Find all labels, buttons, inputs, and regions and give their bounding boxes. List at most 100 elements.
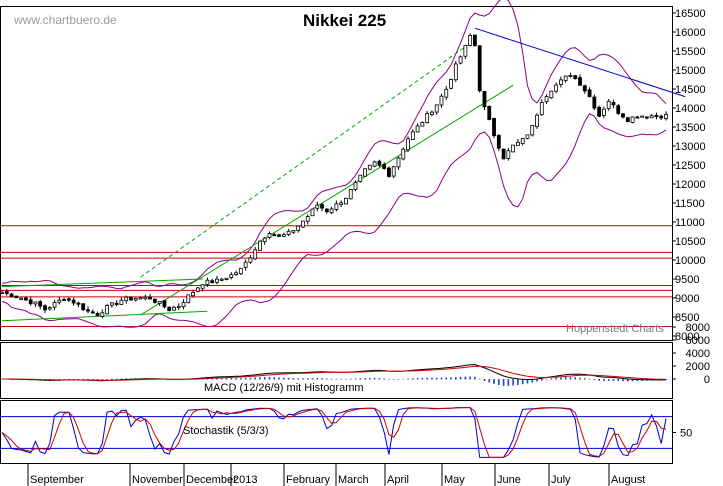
candle-body [344, 197, 348, 205]
candle-body [644, 116, 649, 119]
candle-body [616, 105, 621, 114]
candle-body [95, 312, 100, 316]
candle-body [611, 101, 616, 106]
candle-body [66, 298, 71, 301]
y-tick-label: 15500 [675, 46, 706, 58]
candle-body [119, 299, 124, 305]
candle-body [482, 90, 487, 108]
candle-body [363, 168, 367, 177]
candle-body [420, 121, 425, 127]
y-tick-label: 15000 [675, 65, 706, 77]
candle-body [630, 116, 635, 123]
candle-body [272, 234, 277, 237]
candle-body [664, 114, 668, 120]
candle-body [200, 284, 205, 289]
macd-tick-label: 6000 [686, 335, 710, 347]
candle-body [205, 279, 210, 285]
y-tick-label: 9000 [675, 293, 699, 305]
candle-body [516, 142, 520, 146]
candle-body [100, 312, 105, 317]
candle-body [535, 114, 539, 127]
candle-body [406, 138, 410, 151]
candle-body [148, 296, 152, 300]
y-tick-label: 8000 [675, 331, 699, 343]
candle-body [468, 35, 473, 46]
candle-body [387, 167, 391, 178]
candle-body [487, 105, 492, 120]
chart-texts: www.chartbuero.de Nikkei 225 Hoppenstedt… [13, 11, 664, 437]
y-tick-label: 13500 [675, 122, 706, 134]
candle-body [33, 301, 38, 305]
candle-body [90, 311, 95, 314]
macd-tick-label: 8000 [686, 322, 710, 334]
candle-body [377, 160, 382, 166]
candle-body [625, 117, 630, 123]
candle-body [243, 261, 248, 268]
candle-body [129, 296, 133, 301]
x-tick-label: June [497, 474, 521, 486]
candle-body [554, 84, 559, 92]
candle-body [329, 208, 334, 214]
x-tick-label: 2013 [233, 474, 257, 486]
candle-body [444, 88, 449, 98]
macd-signal-line [2, 365, 667, 381]
x-tick-label: March [338, 474, 369, 486]
candle-body [143, 296, 148, 300]
candle-body [425, 113, 430, 123]
candle-body [492, 118, 496, 137]
candle-body [267, 233, 272, 238]
y-tick-label: 9500 [675, 274, 699, 286]
trendline-base-channel-top [1, 278, 203, 288]
candle-body [0, 291, 4, 294]
stochastic-tick-label: 50 [680, 428, 692, 440]
candle-body [501, 148, 506, 160]
bollinger-bands [1, 0, 667, 328]
y-tick-label: 16500 [675, 8, 706, 20]
candle-body [301, 220, 305, 228]
candle-body [401, 148, 406, 160]
candle-body [191, 291, 195, 297]
stochastic-panel [0, 407, 672, 458]
candle-body [563, 75, 568, 81]
y-tick-label: 10500 [675, 236, 706, 248]
candle-body [296, 225, 301, 231]
candle-body [410, 131, 415, 140]
candle-body [167, 306, 172, 312]
x-tick-label: May [444, 474, 465, 486]
candle-body [458, 56, 463, 64]
candle-body [262, 237, 267, 242]
candle-body [477, 45, 482, 92]
candle-body [635, 116, 640, 119]
candle-body [248, 257, 253, 263]
candle-body [511, 144, 516, 153]
candle-body [358, 174, 363, 182]
candle-body [334, 203, 339, 210]
candle-body [434, 104, 439, 113]
candle-body [640, 115, 645, 118]
y-tick-label: 12500 [675, 160, 706, 172]
macd-caption: MACD (12/26/9) mit Histogramm [204, 382, 364, 394]
candle-body [9, 293, 14, 298]
candle-body [52, 302, 57, 308]
watermark: www.chartbuero.de [13, 13, 117, 27]
candle-body [496, 134, 501, 149]
trendline-resistance [474, 27, 686, 98]
candle-body [382, 164, 387, 169]
candle-body [152, 298, 157, 303]
x-tick-label: December [186, 474, 237, 486]
candle-body [578, 77, 582, 86]
candle-body [76, 302, 81, 305]
candle-body [43, 305, 47, 311]
y-tick-label: 8500 [675, 312, 699, 324]
candle-body [23, 297, 28, 301]
candle-body [305, 216, 310, 222]
candle-body [353, 181, 358, 190]
candle-body [473, 34, 477, 46]
candle-body [19, 297, 24, 300]
candle-body [367, 164, 372, 170]
candle-body [559, 79, 563, 85]
candle-body [592, 96, 597, 109]
candle-body [324, 208, 329, 213]
candle-body [649, 115, 654, 119]
